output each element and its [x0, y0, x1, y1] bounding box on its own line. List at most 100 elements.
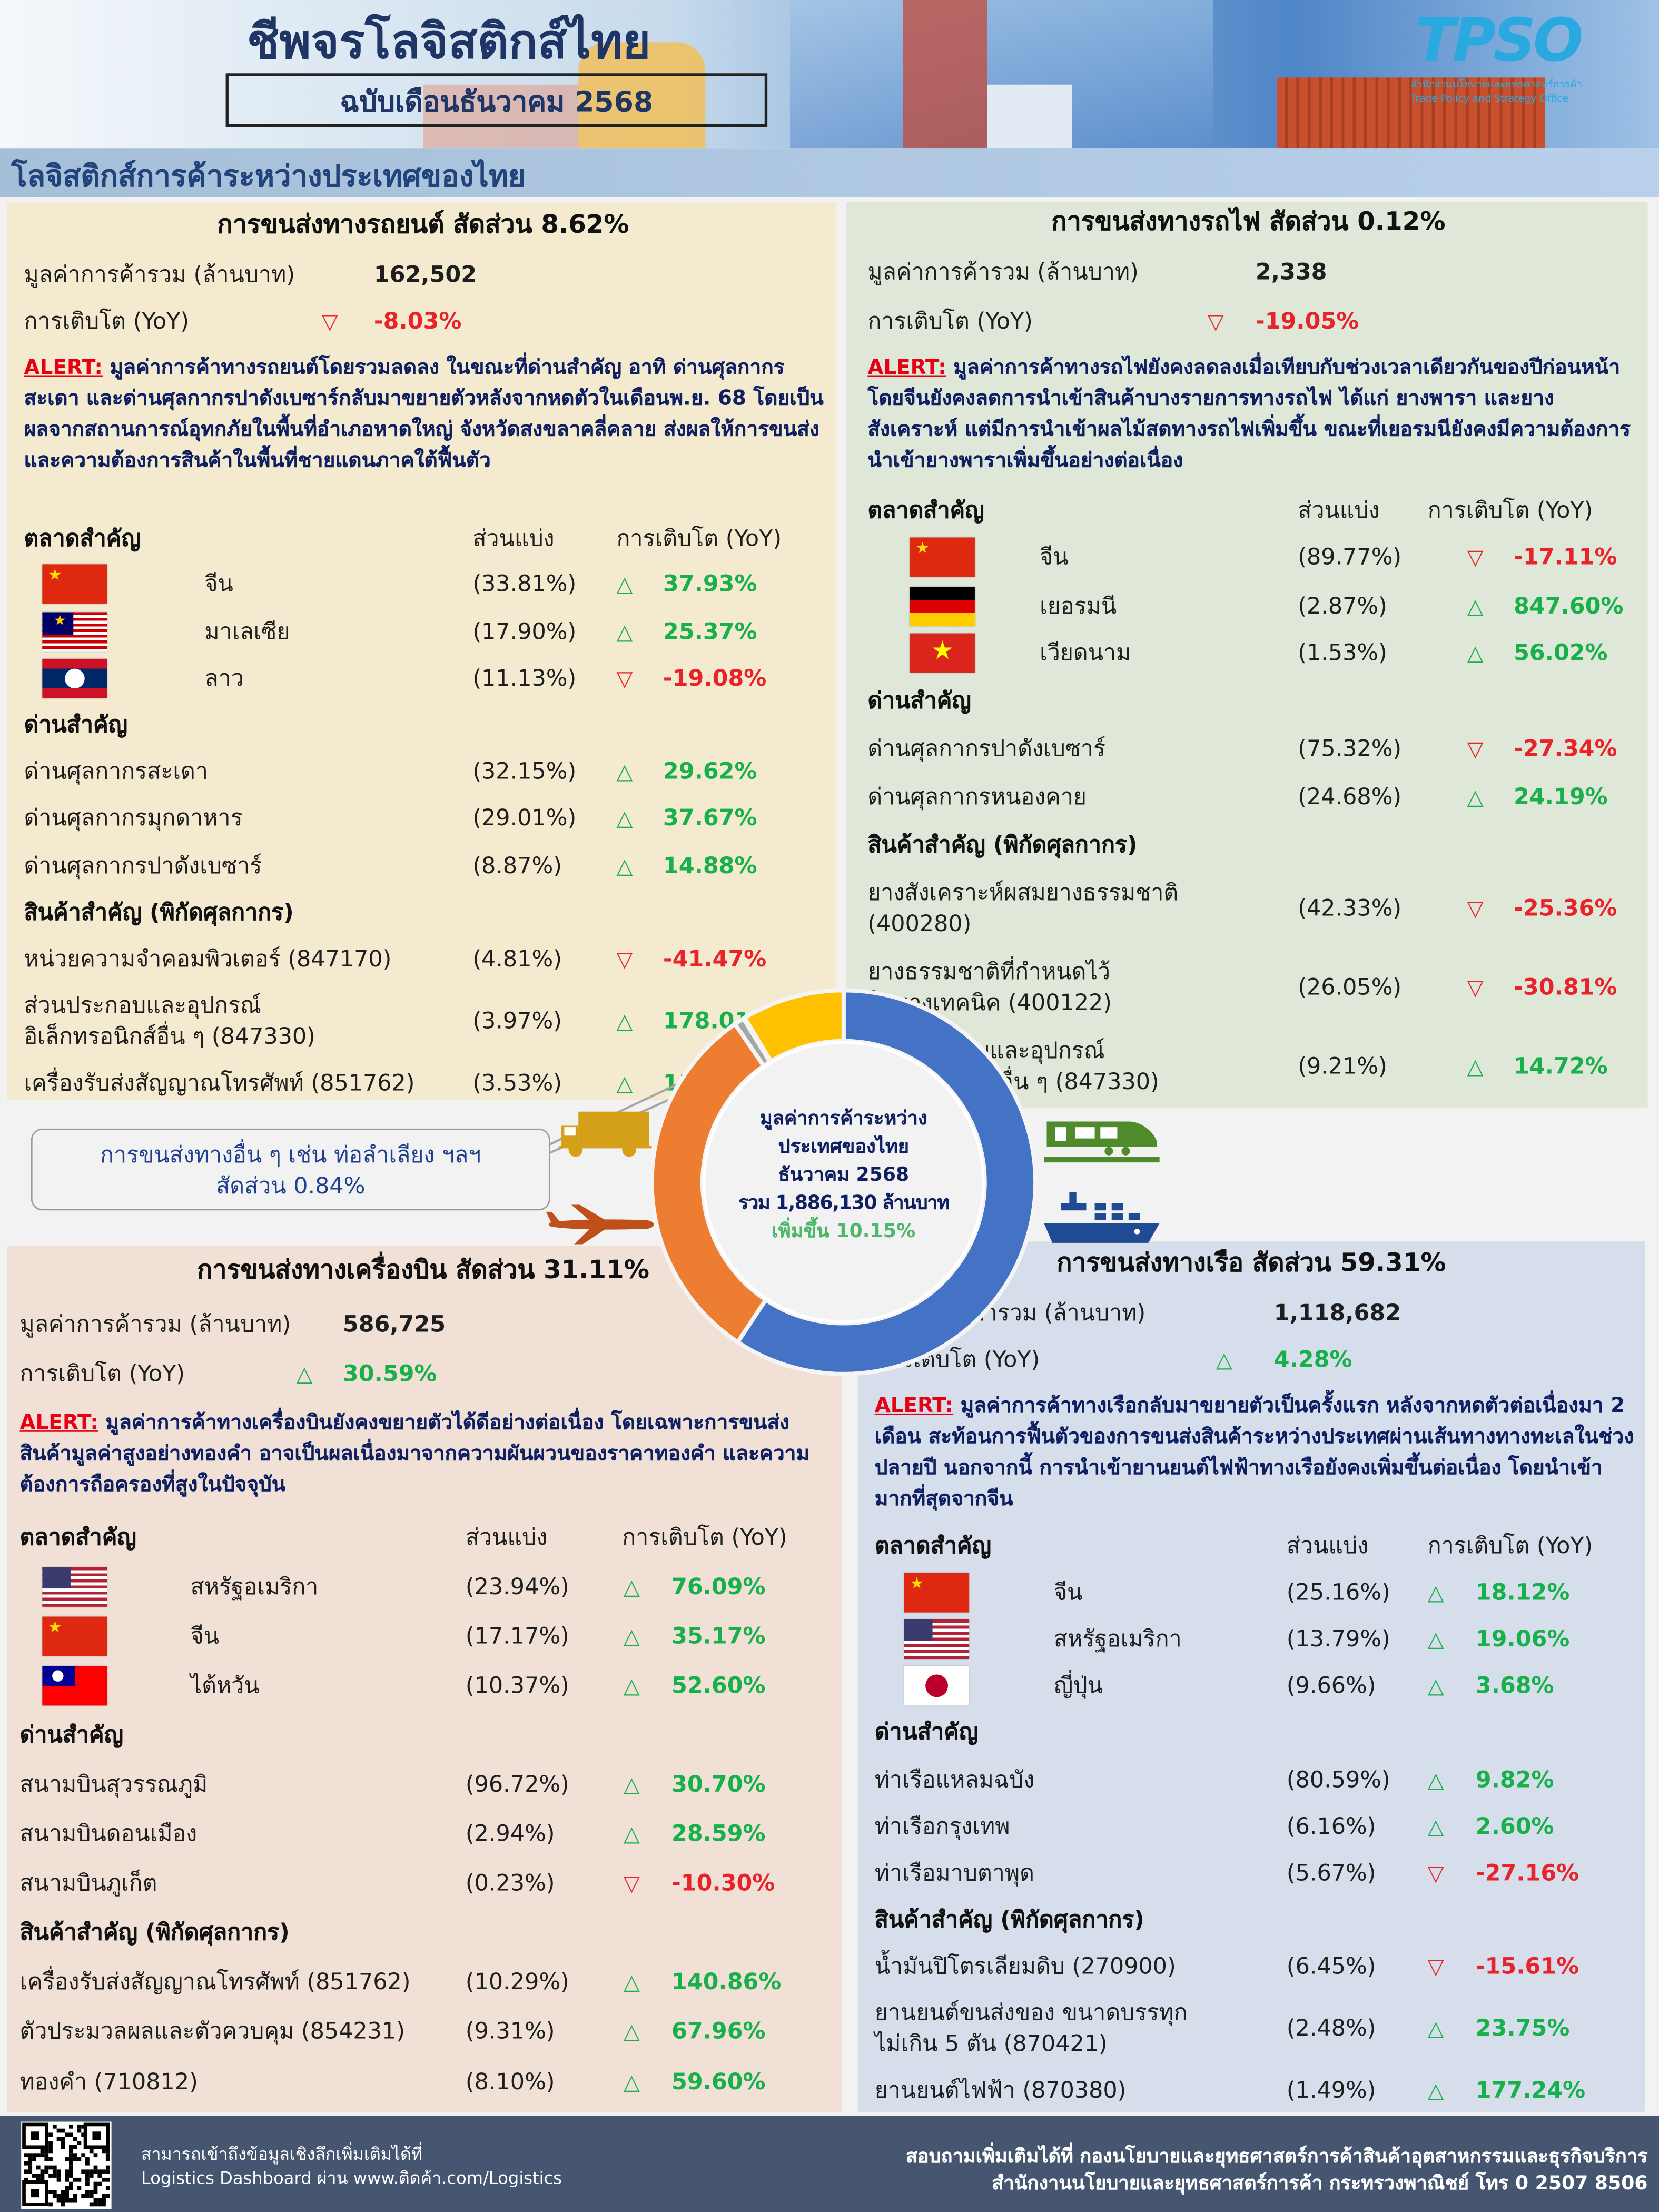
sea-product-growth: -15.61% — [1475, 1952, 1579, 1980]
footer-dashboard-link[interactable]: Logistics Dashboard ผ่าน www.ติดค้า.com/… — [141, 2168, 562, 2188]
center-growth: เพิ่มขึ้น 10.15% — [772, 1220, 916, 1243]
alert-label: ALERT: — [24, 357, 103, 380]
triangle-up-icon: △ — [616, 759, 633, 785]
air-product-share: (10.29%) — [465, 1968, 569, 1995]
triangle-down-icon: ▽ — [1427, 1953, 1444, 1980]
taiwan-flag-icon — [42, 1666, 107, 1706]
sea-market-growth: 18.12% — [1475, 1578, 1570, 1606]
triangle-up-icon: △ — [623, 1574, 640, 1600]
car-product-share: (3.97%) — [472, 1007, 562, 1034]
malaysia-flag-icon: ★ — [42, 612, 107, 652]
triangle-up-icon: △ — [296, 1361, 313, 1387]
china-flag-icon: ★ — [910, 537, 975, 577]
section-title: โลจิสติกส์การค้าระหว่างประเทศของไทย — [11, 159, 526, 193]
air-product-share: (9.31%) — [465, 2017, 555, 2045]
triangle-up-icon: △ — [623, 1624, 640, 1650]
page-title: ชีพจรโลจิสติกส์ไทย — [246, 14, 651, 71]
sea-product-growth: 177.24% — [1475, 2076, 1586, 2104]
car-market-name: มาเลเซีย — [204, 618, 290, 645]
sea-market-name: จีน — [1053, 1578, 1083, 1606]
air-market-name: จีน — [190, 1622, 220, 1650]
usa-flag-icon — [42, 1567, 107, 1607]
rail-product-share: (9.21%) — [1298, 1052, 1387, 1080]
car-product-name: เครื่องรับส่งสัญญาณโทรศัพท์ (851762) — [24, 1069, 415, 1097]
laos-flag-icon — [42, 658, 107, 698]
footer: สามารถเข้าถึงข้อมูลเชิงลึกเพิ่มเติมได้ที… — [0, 2116, 1659, 2212]
train-image — [578, 42, 706, 149]
car-alert: ALERT: มูลค่าการค้าทางรถยนต์โดยรวมลดลง ใ… — [24, 353, 825, 477]
sea-market-growth: 19.06% — [1475, 1625, 1570, 1652]
germany-flag-icon — [910, 587, 975, 627]
sea-product-name: ยานยนต์ไฟฟ้า (870380) — [874, 2076, 1127, 2104]
usa-flag-icon — [904, 1619, 970, 1659]
sea-checkpoint-name: ท่าเรือกรุงเทพ — [874, 1812, 1010, 1840]
triangle-down-icon: ▽ — [1467, 544, 1484, 570]
china-flag-icon: ★ — [42, 1616, 107, 1656]
air-market-share: (17.17%) — [465, 1622, 569, 1650]
air-checkpoints-header: ด่านสำคัญ — [19, 1721, 124, 1748]
sea-total-value: 1,118,682 — [1273, 1299, 1401, 1326]
footer-contact-line2: สำนักงานนโยบายและยุทธศาสตร์การค้า กระทรว… — [992, 2172, 1648, 2195]
rail-product-share: (26.05%) — [1298, 973, 1402, 1001]
rail-market-share: (2.87%) — [1298, 592, 1387, 619]
car-product-share: (3.53%) — [472, 1069, 562, 1097]
sea-checkpoint-growth: -27.16% — [1475, 1859, 1579, 1887]
donut-center-text: มูลค่าการค้าระหว่าง ประเทศของไทย ธันวาคม… — [703, 1104, 985, 1246]
triangle-up-icon: △ — [1427, 1767, 1444, 1793]
triangle-up-icon: △ — [623, 2069, 640, 2095]
triangle-down-icon: ▽ — [1467, 974, 1484, 1001]
china-flag-icon: ★ — [42, 564, 107, 604]
alert-label: ALERT: — [874, 1395, 954, 1418]
air-total-value: 586,725 — [342, 1310, 446, 1338]
sea-checkpoint-growth: 2.60% — [1475, 1812, 1554, 1840]
car-growth-header: การเติบโต (YoY) — [616, 525, 782, 552]
air-checkpoint-name: สนามบินสุวรรณภูมิ — [19, 1770, 208, 1798]
alert-label: ALERT: — [19, 1412, 98, 1435]
sea-checkpoint-share: (80.59%) — [1286, 1766, 1390, 1793]
plane-icon — [546, 1204, 654, 1245]
rail-market-name: จีน — [1040, 543, 1069, 570]
vietnam-flag-icon: ★ — [910, 633, 975, 673]
car-checkpoints-header: ด่านสำคัญ — [24, 710, 128, 738]
triangle-up-icon: △ — [1427, 1673, 1444, 1698]
triangle-down-icon: ▽ — [616, 946, 633, 972]
triangle-up-icon: △ — [623, 2019, 640, 2045]
sea-growth-value: 4.28% — [1273, 1346, 1352, 1373]
car-growth-label: การเติบโต (YoY) — [24, 307, 190, 334]
other-transport-line1: การขนส่งทางอื่น ๆ เช่น ท่อลำเลียง ฯลฯ — [100, 1141, 481, 1168]
triangle-down-icon: ▽ — [1427, 1861, 1444, 1887]
air-panel-title: การขนส่งทางเครื่องบิน สัดส่วน 31.11% — [197, 1255, 649, 1286]
car-market-share: (11.13%) — [472, 664, 577, 692]
center-line2: ประเทศของไทย — [778, 1135, 909, 1159]
air-checkpoint-growth: 30.70% — [671, 1770, 766, 1798]
sea-panel — [857, 1241, 1645, 2112]
rail-total-label: มูลค่าการค้ารวม (ล้านบาท) — [867, 258, 1139, 285]
air-market-name: ไต้หวัน — [190, 1672, 260, 1698]
triangle-up-icon: △ — [616, 571, 633, 597]
triangle-up-icon: △ — [1467, 640, 1484, 666]
qr-code[interactable] — [21, 2121, 112, 2209]
alert-text: มูลค่าการค้าทางรถยนต์โดยรวมลดลง ในขณะที่… — [24, 357, 824, 473]
sea-markets-header: ตลาดสำคัญ — [874, 1532, 992, 1559]
sea-product-name: น้ำมันปิโตรเลียมดิบ (270900) — [874, 1952, 1176, 1980]
air-checkpoint-growth: -10.30% — [671, 1869, 775, 1896]
car-product-name: หน่วยความจำคอมพิวเตอร์ (847170) — [24, 945, 392, 972]
triangle-up-icon: △ — [1467, 594, 1484, 619]
triangle-up-icon: △ — [616, 853, 633, 879]
rail-product-growth: -25.36% — [1514, 894, 1617, 922]
alert-text: มูลค่าการค้าทางรถไฟยังคงลดลงเมื่อเทียบกั… — [867, 357, 1631, 473]
sea-market-share: (13.79%) — [1286, 1625, 1390, 1652]
air-checkpoint-name: สนามบินภูเก็ต — [19, 1869, 157, 1896]
car-growth-value: -8.03% — [373, 307, 462, 334]
air-product-name: เครื่องรับส่งสัญญาณโทรศัพท์ (851762) — [19, 1968, 411, 1995]
car-market-growth: 37.93% — [663, 570, 757, 597]
air-checkpoint-name: สนามบินดอนเมือง — [19, 1820, 197, 1847]
section-bar: โลจิสติกส์การค้าระหว่างประเทศของไทย — [0, 148, 1659, 197]
donut-hole — [702, 1041, 985, 1324]
rail-panel-title: การขนส่งทางรถไฟ สัดส่วน 0.12% — [1051, 207, 1446, 237]
car-product-share: (4.81%) — [472, 945, 562, 972]
sea-checkpoint-name: ท่าเรือแหลมฉบัง — [874, 1766, 1035, 1793]
triangle-up-icon: △ — [1427, 2078, 1444, 2104]
car-market-share: (33.81%) — [472, 570, 577, 597]
rail-checkpoint-name: ด่านศุลกากรปาดังเบซาร์ — [867, 735, 1106, 762]
